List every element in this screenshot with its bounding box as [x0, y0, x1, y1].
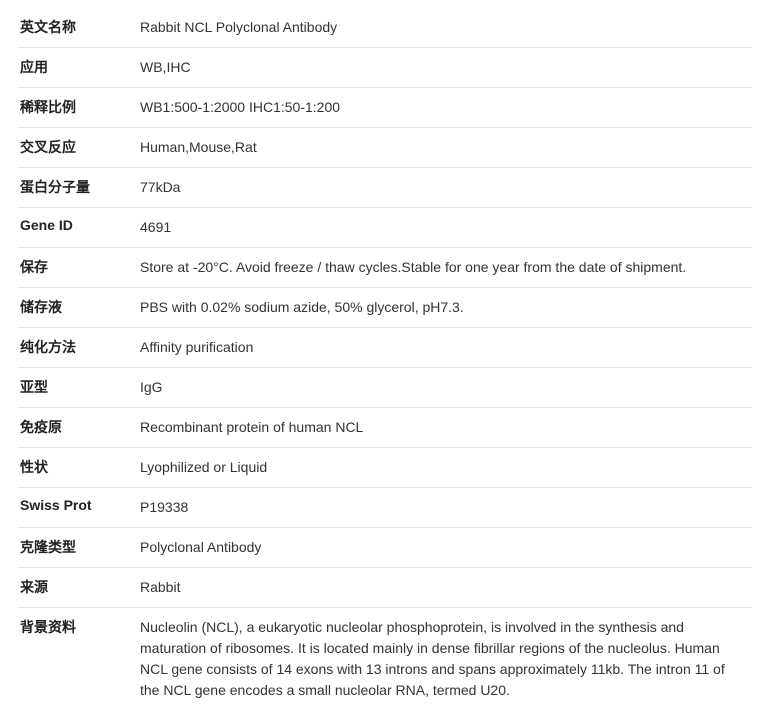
- table-row: 克隆类型Polyclonal Antibody: [18, 528, 752, 568]
- spec-label: Swiss Prot: [18, 488, 138, 528]
- spec-label: 亚型: [18, 368, 138, 408]
- spec-label: 交叉反应: [18, 128, 138, 168]
- spec-value: IgG: [138, 368, 752, 408]
- spec-value: P19338: [138, 488, 752, 528]
- spec-label: 蛋白分子量: [18, 168, 138, 208]
- specification-tbody: 英文名称Rabbit NCL Polyclonal Antibody应用WB,I…: [18, 8, 752, 710]
- spec-value: Affinity purification: [138, 328, 752, 368]
- spec-label: 克隆类型: [18, 528, 138, 568]
- spec-label: 背景资料: [18, 608, 138, 711]
- spec-label: Gene ID: [18, 208, 138, 248]
- spec-value: Rabbit: [138, 568, 752, 608]
- spec-label: 纯化方法: [18, 328, 138, 368]
- table-row: 背景资料Nucleolin (NCL), a eukaryotic nucleo…: [18, 608, 752, 711]
- table-row: 储存液PBS with 0.02% sodium azide, 50% glyc…: [18, 288, 752, 328]
- spec-value: Human,Mouse,Rat: [138, 128, 752, 168]
- spec-value: Polyclonal Antibody: [138, 528, 752, 568]
- spec-value: 4691: [138, 208, 752, 248]
- table-row: 稀释比例WB1:500-1:2000 IHC1:50-1:200: [18, 88, 752, 128]
- table-row: 应用WB,IHC: [18, 48, 752, 88]
- spec-label: 保存: [18, 248, 138, 288]
- spec-label: 来源: [18, 568, 138, 608]
- table-row: 亚型IgG: [18, 368, 752, 408]
- spec-label: 英文名称: [18, 8, 138, 48]
- table-row: 性状Lyophilized or Liquid: [18, 448, 752, 488]
- table-row: Gene ID4691: [18, 208, 752, 248]
- table-row: 保存Store at -20°C. Avoid freeze / thaw cy…: [18, 248, 752, 288]
- specification-table: 英文名称Rabbit NCL Polyclonal Antibody应用WB,I…: [18, 8, 752, 710]
- spec-label: 免疫原: [18, 408, 138, 448]
- spec-value: Recombinant protein of human NCL: [138, 408, 752, 448]
- spec-value: 77kDa: [138, 168, 752, 208]
- spec-value: Lyophilized or Liquid: [138, 448, 752, 488]
- table-row: 免疫原Recombinant protein of human NCL: [18, 408, 752, 448]
- table-row: 英文名称Rabbit NCL Polyclonal Antibody: [18, 8, 752, 48]
- table-row: Swiss ProtP19338: [18, 488, 752, 528]
- spec-value: WB,IHC: [138, 48, 752, 88]
- table-row: 来源Rabbit: [18, 568, 752, 608]
- table-row: 纯化方法Affinity purification: [18, 328, 752, 368]
- spec-value: Rabbit NCL Polyclonal Antibody: [138, 8, 752, 48]
- spec-label: 性状: [18, 448, 138, 488]
- spec-value: WB1:500-1:2000 IHC1:50-1:200: [138, 88, 752, 128]
- spec-value: PBS with 0.02% sodium azide, 50% glycero…: [138, 288, 752, 328]
- spec-label: 应用: [18, 48, 138, 88]
- table-row: 蛋白分子量77kDa: [18, 168, 752, 208]
- spec-value: Store at -20°C. Avoid freeze / thaw cycl…: [138, 248, 752, 288]
- table-row: 交叉反应Human,Mouse,Rat: [18, 128, 752, 168]
- spec-label: 稀释比例: [18, 88, 138, 128]
- spec-value: Nucleolin (NCL), a eukaryotic nucleolar …: [138, 608, 752, 711]
- spec-label: 储存液: [18, 288, 138, 328]
